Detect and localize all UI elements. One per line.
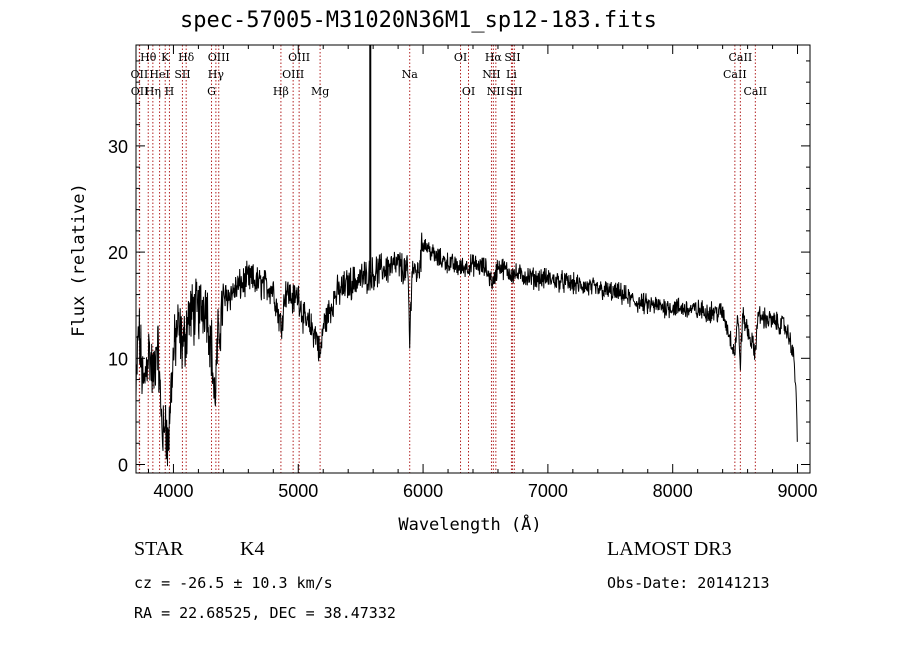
line-label-13: OIII: [282, 68, 304, 81]
line-label-9: OIII: [208, 51, 230, 64]
line-label-14: OIII: [288, 51, 310, 64]
coordinates: RA = 22.68525, DEC = 38.47332: [134, 604, 396, 622]
line-label-3: Hη: [145, 85, 161, 98]
object-class: STAR: [134, 538, 184, 560]
x-tick-label-3: 7000: [528, 481, 568, 501]
line-label-7: SII: [174, 68, 190, 81]
axis-ticks-layer: 4000 5000 6000 7000 8000 9000 0 10 20 30: [108, 45, 818, 501]
spectrum-layer: [135, 45, 798, 467]
line-label-6: H: [165, 85, 175, 98]
line-label-11: G: [207, 85, 216, 98]
line-label-0: Hθ: [140, 51, 157, 64]
line-label-24: SII: [506, 85, 522, 98]
line-label-25: CaII: [723, 68, 747, 81]
line-label-26: CaII: [729, 51, 753, 64]
line-label-4: HeI: [149, 68, 169, 81]
x-tick-label-2: 6000: [403, 481, 443, 501]
reference-lines-layer: [138, 45, 756, 473]
x-tick-label-5: 9000: [777, 481, 817, 501]
line-label-1: OII: [131, 68, 149, 81]
line-label-8: Hδ: [178, 51, 195, 64]
line-label-20: Hα: [485, 51, 503, 64]
y-tick-label-0: 0: [118, 456, 128, 476]
line-label-23: SII: [504, 51, 520, 64]
line-label-12: Hβ: [273, 85, 289, 98]
line-label-21: NII: [487, 85, 505, 98]
y-tick-label-3: 30: [108, 137, 128, 157]
chart-title: spec-57005-M31020N36M1_sp12-183.fits: [180, 8, 657, 33]
survey-name: LAMOST DR3: [607, 538, 732, 560]
object-subclass: K4: [240, 538, 265, 560]
line-label-5: K: [161, 51, 170, 64]
x-axis-label: Wavelength (Å): [398, 513, 541, 535]
x-tick-label-1: 5000: [278, 481, 318, 501]
line-label-18: OI: [462, 85, 475, 98]
line-label-27: CaII: [743, 85, 767, 98]
y-tick-label-2: 20: [108, 243, 128, 263]
y-axis-label: Flux (relative): [69, 183, 89, 337]
line-label-16: Na: [402, 68, 419, 81]
line-label-19: NII: [482, 68, 500, 81]
redshift-info: cz = -26.5 ± 10.3 km/s: [134, 574, 333, 592]
x-tick-label-4: 8000: [653, 481, 693, 501]
line-label-2: OII: [131, 85, 149, 98]
line-label-15: Mg: [311, 85, 329, 98]
x-tick-label-0: 4000: [153, 481, 193, 501]
line-label-22: Li: [506, 68, 517, 81]
line-label-17: OI: [454, 51, 467, 64]
spectrum-line: [135, 232, 798, 467]
obs-date: Obs-Date: 20141213: [607, 574, 770, 592]
y-tick-label-1: 10: [108, 349, 128, 369]
line-label-10: Hγ: [208, 68, 225, 81]
